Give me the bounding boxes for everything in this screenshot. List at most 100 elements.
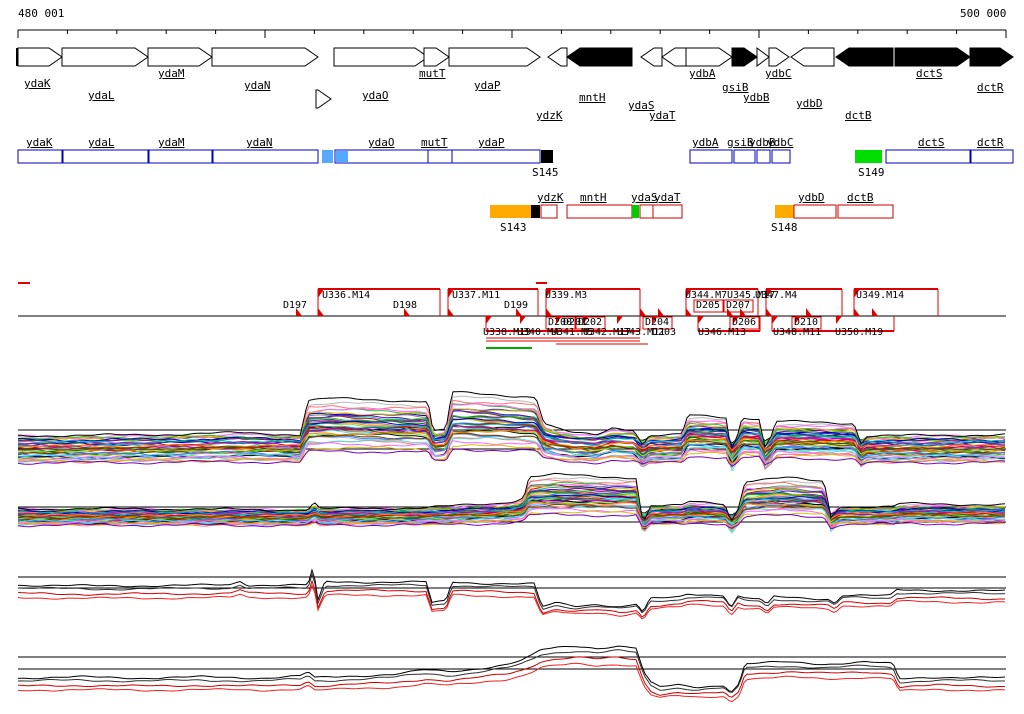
segment-label-S143[interactable]: S143 [500, 221, 527, 234]
gene-arrow-ydbC[interactable] [768, 47, 790, 67]
gene-arrow-ydbA[interactable] [685, 47, 733, 67]
tu-label-mutT[interactable]: mutT [421, 136, 448, 149]
tu-box-ydaM[interactable] [148, 149, 213, 164]
probe-flag-icon [486, 316, 492, 324]
tu-box-ydbA[interactable] [689, 149, 733, 164]
gene-arrow-dctS[interactable] [894, 47, 971, 67]
signal-trace [17, 645, 1006, 693]
gene-label-gsiB[interactable]: gsiB [722, 81, 749, 94]
tu-box-ydaO[interactable] [334, 149, 429, 164]
segment-box-ydbD[interactable] [793, 204, 837, 219]
gene-arrow-ydaP[interactable] [448, 47, 541, 67]
tu-box-ydbC[interactable] [771, 149, 791, 164]
segment-label-ydaT[interactable]: ydaT [654, 191, 681, 204]
gene-arrow-gsiB[interactable] [731, 47, 758, 67]
tu-label-dctS[interactable]: dctS [918, 136, 945, 149]
segment-box-ydzK[interactable] [540, 204, 558, 219]
gene-label-ydaK[interactable]: ydaK [24, 77, 51, 90]
tu-label-ydaK[interactable]: ydaK [26, 136, 53, 149]
gene-arrow-ydbB[interactable] [756, 47, 770, 67]
tu-label-ydbB[interactable]: ydbB [749, 136, 776, 149]
probe-flag-icon [556, 316, 562, 324]
probe-flag-icon [836, 316, 842, 324]
gene-arrow-ydaN[interactable] [211, 47, 319, 67]
tu-box-ydaL[interactable] [62, 149, 149, 164]
tu-label-ydbC[interactable]: ydbC [767, 136, 794, 149]
gene-arrow-ydaL[interactable] [61, 47, 149, 67]
segment-box-unnamed[interactable] [531, 205, 540, 218]
tu-box-gsiB[interactable] [733, 149, 756, 164]
segment-box-unnamed[interactable] [632, 205, 639, 218]
tu-label-gsiB[interactable]: gsiB [727, 136, 754, 149]
segment-box-ydaT[interactable] [652, 204, 683, 219]
gene-arrow-ydaO[interactable] [333, 47, 429, 67]
segment-label-mntH[interactable]: mntH [580, 191, 607, 204]
tu-label-ydaO[interactable]: ydaO [368, 136, 395, 149]
segment-label-dctB[interactable]: dctB [847, 191, 874, 204]
gene-arrow-ydaT[interactable] [661, 47, 687, 67]
segment-box-mntH[interactable] [566, 204, 633, 219]
probe-label-D198: D198 [393, 300, 418, 311]
signal-trace [17, 491, 1006, 518]
tu-box-ydaK[interactable] [17, 149, 63, 164]
tu-box-S149[interactable] [855, 150, 882, 163]
gene-label-ydbD[interactable]: ydbD [796, 97, 823, 110]
tu-box-dctR[interactable] [970, 149, 1014, 164]
signal-trace [17, 437, 1006, 463]
gene-label-ydaN[interactable]: ydaN [244, 79, 271, 92]
gene-arrow-ydaS[interactable] [640, 47, 663, 67]
gene-label-ydaL[interactable]: ydaL [88, 89, 115, 102]
gene-label-ydzK[interactable]: ydzK [536, 109, 563, 122]
gene-label-ydaS[interactable]: ydaS [628, 99, 655, 112]
gene-label-ydbC[interactable]: ydbC [765, 67, 792, 80]
tu-box-ydaP[interactable] [451, 149, 541, 164]
tu-label-ydaN[interactable]: ydaN [246, 136, 273, 149]
segment-label-S148[interactable]: S148 [771, 221, 798, 234]
gene-arrow-mutT[interactable] [423, 47, 450, 67]
gene-label-dctR[interactable]: dctR [977, 81, 1004, 94]
gene-label-ydaP[interactable]: ydaP [474, 79, 501, 92]
gene-label-ydaT[interactable]: ydaT [649, 109, 676, 122]
signal-trace [17, 662, 1006, 703]
tu-label-ydbA[interactable]: ydbA [692, 136, 719, 149]
tu-label-dctR[interactable]: dctR [977, 136, 1004, 149]
gene-arrow-dctR[interactable] [969, 47, 1014, 67]
gene-arrow-ydaK[interactable] [17, 47, 63, 67]
tu-box-mutT[interactable] [427, 149, 453, 164]
gene-arrow-ydzK[interactable] [547, 47, 568, 67]
gene-arrow-dctB[interactable] [835, 47, 894, 67]
gene-label-ydbB[interactable]: ydbB [743, 91, 770, 104]
segment-box-ydaS[interactable] [639, 204, 654, 219]
tu-box-ydbB[interactable] [756, 149, 771, 164]
tu-label-ydaM[interactable]: ydaM [158, 136, 185, 149]
gene-arrow-unnamed[interactable] [315, 89, 332, 109]
gene-label-mntH[interactable]: mntH [579, 91, 606, 104]
gene-label-ydaM[interactable]: ydaM [158, 67, 185, 80]
gene-label-ydbA[interactable]: ydbA [689, 67, 716, 80]
tu-label-S145[interactable]: S145 [532, 166, 559, 179]
gene-arrow-ydbD[interactable] [790, 47, 835, 67]
segment-box-S148[interactable] [775, 205, 794, 218]
tu-box-dctS[interactable] [885, 149, 971, 164]
breakpoint-flag-icon [766, 289, 772, 298]
tu-label-ydaL[interactable]: ydaL [88, 136, 115, 149]
gene-label-mutT[interactable]: mutT [419, 67, 446, 80]
tu-box-S145[interactable] [541, 150, 553, 163]
segment-label-ydbD[interactable]: ydbD [798, 191, 825, 204]
gene-arrow-ydaM[interactable] [147, 47, 213, 67]
tu-box-unnamed[interactable] [322, 150, 333, 163]
segment-box-dctB[interactable] [837, 204, 894, 219]
probe-flag-icon [698, 316, 704, 324]
gene-label-ydaO[interactable]: ydaO [362, 89, 389, 102]
gene-label-dctB[interactable]: dctB [845, 109, 872, 122]
segment-box-S143[interactable] [490, 205, 531, 218]
gene-arrow-mntH[interactable] [566, 47, 633, 67]
segment-label-ydzK[interactable]: ydzK [537, 191, 564, 204]
probe-label-U340.M4: U340.M4 [517, 327, 560, 338]
segment-label-ydaS[interactable]: ydaS [631, 191, 658, 204]
tu-label-S149[interactable]: S149 [858, 166, 885, 179]
tu-label-ydaP[interactable]: ydaP [478, 136, 505, 149]
breakpoint-flag-icon [546, 289, 552, 298]
gene-label-dctS[interactable]: dctS [916, 67, 943, 80]
tu-box-ydaN[interactable] [212, 149, 319, 164]
